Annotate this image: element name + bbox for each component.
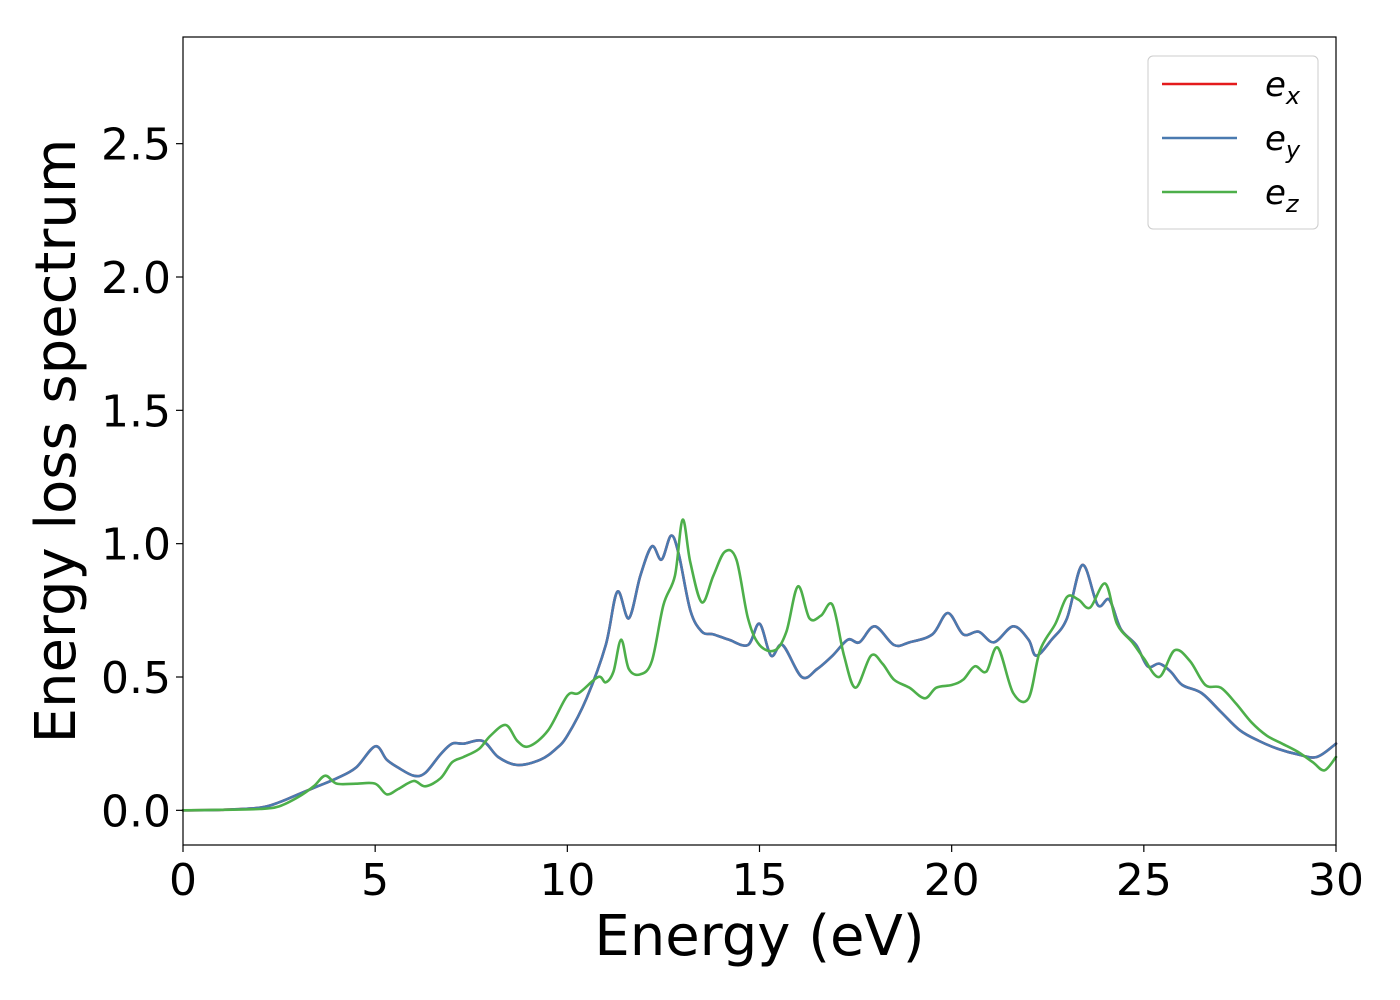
x-tick-label: 10 (539, 855, 595, 906)
x-tick-label: 5 (361, 855, 389, 906)
legend-label-x: ex (1265, 65, 1301, 110)
y-axis-label: Energy loss spectrum (24, 139, 89, 744)
legend: ex ey ez (1147, 55, 1319, 230)
x-tick-label: 15 (732, 855, 788, 906)
x-tick-label: 0 (169, 855, 197, 906)
y-tick-label: 1.0 (101, 520, 171, 571)
series-layer (181, 518, 1338, 812)
x-axis-label: Energy (eV) (594, 904, 924, 969)
y-tick-label: 2.0 (101, 253, 171, 304)
x-tick-label: 25 (1116, 855, 1172, 906)
legend-box (1147, 55, 1319, 230)
legend-label-y: ey (1265, 119, 1301, 164)
x-axis-ticks: 0 5 10 15 20 25 30 (169, 845, 1364, 906)
y-tick-label: 1.5 (101, 386, 171, 437)
legend-label-z: ez (1265, 173, 1300, 218)
x-tick-label: 20 (924, 855, 980, 906)
y-axis-ticks: 0.0 0.5 1.0 1.5 2.0 2.5 (101, 120, 183, 837)
y-tick-label: 0.0 (101, 786, 171, 837)
series-line-y (181, 534, 1338, 812)
series-line-z (181, 518, 1338, 812)
y-tick-label: 2.5 (101, 120, 171, 171)
y-tick-label: 0.5 (101, 653, 171, 704)
x-tick-label: 30 (1308, 855, 1364, 906)
